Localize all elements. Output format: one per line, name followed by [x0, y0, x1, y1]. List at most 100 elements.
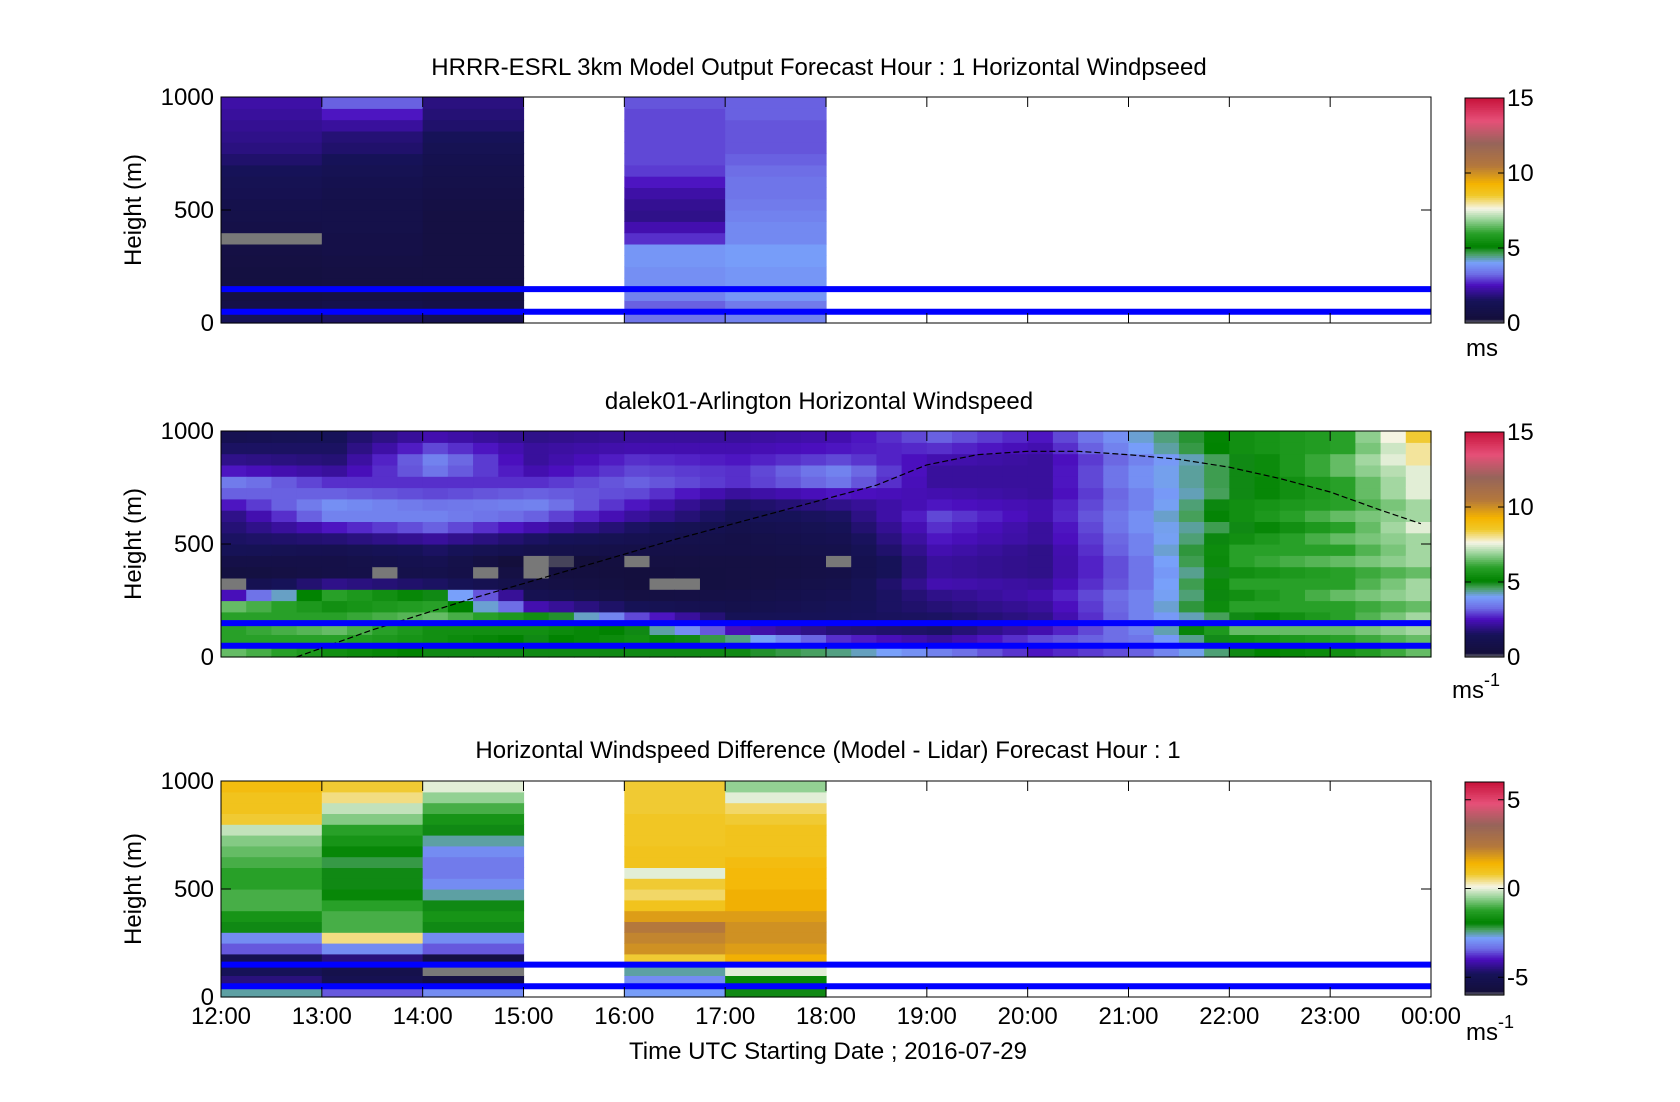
colorbar-swatch	[1465, 872, 1504, 875]
heatmap-cell	[649, 453, 676, 466]
heatmap-cell	[498, 498, 525, 511]
heatmap-cell	[1103, 532, 1130, 545]
heatmap-cell	[1052, 521, 1079, 534]
colorbar-unit: ms	[1466, 335, 1498, 362]
heatmap-cell	[422, 975, 525, 987]
heatmap-cell	[624, 187, 726, 200]
heatmap-cell	[1128, 487, 1155, 500]
heatmap-cell	[221, 835, 323, 847]
colorbar-swatch	[1465, 968, 1504, 971]
x-ticks	[220, 431, 1432, 657]
heatmap-cell	[422, 645, 449, 658]
heatmap-cell	[750, 544, 777, 556]
colorbar-swatch	[1465, 462, 1504, 465]
heatmap-cell	[271, 431, 298, 443]
heatmap-cell	[750, 589, 777, 602]
colorbar-swatch	[1465, 173, 1504, 176]
heatmap-cell	[548, 566, 575, 579]
heatmap-cell	[422, 277, 525, 290]
heatmap-cell	[1052, 453, 1079, 466]
heatmap-cell	[523, 577, 550, 590]
heatmap-cell	[221, 176, 323, 188]
heatmap-cell	[321, 899, 424, 912]
heatmap-cell	[926, 476, 953, 489]
heatmap-cell	[221, 300, 323, 313]
colorbar-swatch	[1465, 606, 1504, 609]
heatmap-cell	[926, 555, 953, 568]
heatmap-cell	[1103, 589, 1130, 602]
heatmap-cell	[573, 498, 600, 511]
heatmap-cell	[725, 813, 827, 825]
heatmap-cell	[473, 645, 499, 658]
heatmap-cell	[1128, 442, 1155, 455]
heatmap-cell	[447, 521, 474, 534]
colorbar-swatch	[1465, 471, 1504, 474]
heatmap-cell	[750, 600, 777, 613]
colorbar-swatch	[1465, 148, 1504, 152]
heatmap-cell	[1078, 589, 1104, 602]
heatmap-cell	[321, 867, 424, 879]
colorbar-swatch	[1465, 210, 1504, 213]
heatmap-cell	[321, 555, 348, 568]
colorbar: -505	[1464, 781, 1528, 996]
heatmap-cell	[624, 464, 651, 477]
heatmap-cell	[321, 311, 424, 324]
heatmap-cell	[1254, 431, 1281, 443]
heatmap-cell	[422, 921, 525, 933]
heatmap-cell	[725, 566, 751, 579]
heatmap-cell	[1002, 577, 1029, 590]
heatmap-cell	[851, 555, 878, 568]
colorbar-swatch	[1465, 300, 1504, 303]
y-axis-label: Height (m)	[120, 154, 147, 266]
colorbar-swatch	[1465, 287, 1504, 290]
heatmap-cell	[624, 442, 651, 455]
heatmap-cell	[548, 442, 575, 455]
colorbar-swatch	[1465, 249, 1504, 253]
heatmap-cell	[422, 611, 449, 624]
heatmap-cell	[1405, 544, 1432, 556]
heatmap-cell	[548, 555, 575, 568]
heatmap-cell	[1254, 521, 1281, 534]
heatmap-cell	[296, 521, 323, 534]
heatmap-cell	[1103, 453, 1130, 466]
heatmap-cell	[1380, 544, 1407, 556]
heatmap-cell	[775, 634, 802, 647]
colorbar-swatch	[1465, 899, 1504, 902]
colorbar-swatch	[1465, 785, 1504, 788]
heatmap-cell	[599, 532, 625, 545]
heatmap-cell	[1330, 487, 1356, 500]
colorbar-swatch	[1465, 128, 1504, 131]
heatmap-cell	[246, 476, 273, 489]
heatmap-cell	[977, 431, 1004, 443]
heatmap-cell	[573, 589, 600, 602]
colorbar-swatch	[1465, 979, 1504, 982]
heatmap-cell	[523, 600, 550, 613]
colorbar-swatch	[1465, 963, 1504, 966]
heatmap-cell	[498, 555, 525, 568]
heatmap-cell	[321, 878, 424, 890]
heatmap-cell	[926, 487, 953, 500]
heatmap-cell	[624, 975, 726, 987]
heatmap-cell	[1103, 645, 1130, 658]
heatmap-cell	[422, 544, 449, 556]
colorbar-swatch	[1465, 943, 1504, 946]
heatmap-cell	[1027, 453, 1054, 466]
heatmap-cell	[523, 453, 550, 466]
heatmap-cell	[977, 566, 1004, 579]
heatmap-cell	[473, 623, 499, 635]
heatmap-cell	[1128, 589, 1155, 602]
colorbar-swatch	[1465, 602, 1504, 606]
heatmap-cell	[649, 544, 676, 556]
heatmap-cell	[952, 645, 978, 658]
heatmap-cell	[1279, 589, 1306, 602]
heatmap-cell	[573, 487, 600, 500]
heatmap-cell	[725, 943, 827, 955]
heatmap-cell	[221, 442, 247, 455]
heatmap-cell	[851, 600, 878, 613]
heatmap-cell	[271, 498, 298, 511]
heatmap-cell	[1002, 645, 1029, 658]
heatmap-cell	[1002, 589, 1029, 602]
colorbar-swatch	[1465, 218, 1504, 221]
colorbar-swatch	[1465, 790, 1504, 794]
